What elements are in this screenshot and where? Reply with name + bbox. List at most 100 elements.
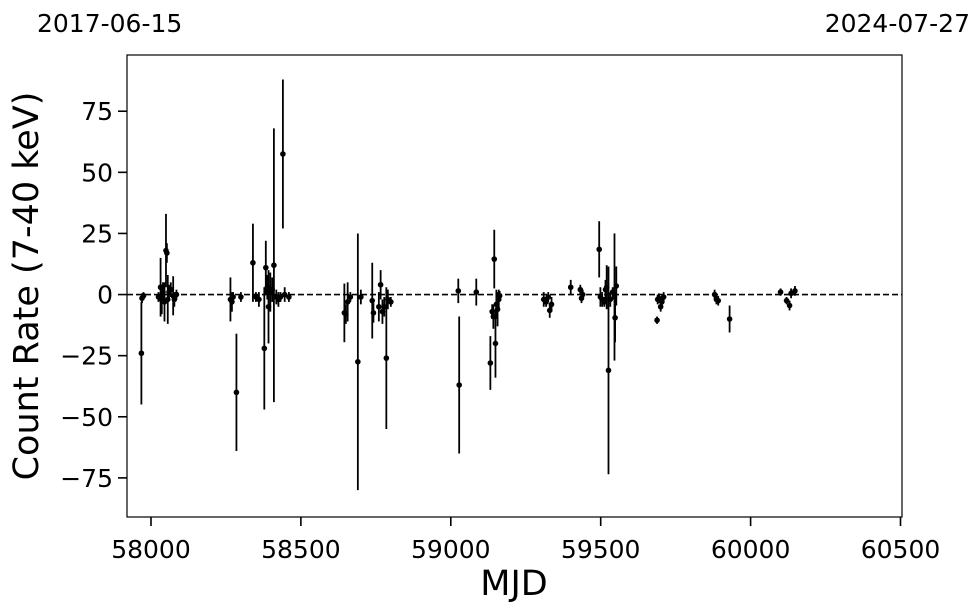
y-tick-label: 25 (81, 219, 113, 248)
data-point (358, 294, 364, 300)
data-point (264, 284, 271, 291)
plot-area (126, 54, 903, 518)
data-point (792, 288, 798, 294)
data-point (138, 350, 145, 357)
x-tick-label: 58000 (111, 535, 191, 564)
data-point (491, 256, 498, 262)
data-point (456, 382, 462, 388)
data-point (493, 301, 500, 308)
x-axis: 58000 58500 59000 59500 60000 60500 (111, 517, 940, 564)
data-point (344, 299, 351, 305)
data-point (233, 389, 240, 396)
data-point (777, 289, 784, 295)
data-point (261, 345, 268, 352)
data-point (601, 299, 608, 305)
data-point (370, 310, 377, 316)
data-point (654, 317, 660, 324)
data-point (164, 296, 171, 303)
data-point (383, 355, 390, 361)
data-point (607, 296, 614, 303)
data-point (140, 292, 147, 299)
data-point (603, 284, 610, 291)
x-tick-label: 58500 (261, 535, 341, 564)
data-point (489, 308, 495, 315)
top-left-date-label: 2017-06-15 (37, 9, 182, 38)
data-point (269, 286, 275, 293)
data-point (487, 360, 494, 366)
data-point (286, 294, 292, 300)
data-point (455, 288, 462, 294)
y-tick-label: 0 (97, 281, 113, 310)
data-point (160, 289, 166, 295)
data-point (281, 291, 288, 298)
data-point (343, 311, 349, 317)
data-point (657, 303, 664, 310)
data-point (783, 297, 790, 304)
data-point (612, 314, 618, 321)
data-point (229, 299, 235, 305)
y-tick-label: −50 (60, 403, 113, 432)
data-point (250, 259, 256, 266)
data-point (355, 358, 361, 365)
data-point (277, 294, 284, 300)
x-tick-label: 59500 (561, 535, 641, 564)
data-point (711, 291, 718, 298)
data-point (381, 303, 388, 310)
data-point (726, 316, 733, 322)
x-tick-label: 60500 (861, 535, 941, 564)
data-point (577, 286, 584, 293)
data-point (238, 294, 244, 300)
data-point (271, 262, 277, 269)
data-point (473, 289, 480, 295)
data-point (280, 151, 286, 157)
data-point (167, 286, 174, 293)
data-point (492, 340, 499, 347)
data-point (605, 367, 612, 374)
data-points (138, 151, 798, 396)
data-point (613, 283, 620, 289)
data-point (596, 246, 602, 253)
data-point (157, 284, 164, 291)
y-tick-label: 75 (81, 97, 113, 126)
data-point (377, 281, 384, 288)
data-point (230, 294, 236, 300)
y-tick-label: −25 (60, 342, 113, 371)
plot-frame (126, 54, 903, 518)
data-point (376, 303, 382, 310)
data-point (567, 284, 574, 291)
data-point (660, 294, 667, 300)
data-point (171, 296, 178, 303)
data-point (659, 299, 665, 305)
y-axis-title: Count Rate (7-40 keV) (7, 92, 47, 481)
x-tick-label: 59000 (411, 535, 491, 564)
data-point (263, 264, 269, 271)
data-point (579, 291, 586, 298)
data-point (786, 302, 793, 309)
data-point (496, 292, 503, 299)
data-point (164, 250, 170, 256)
data-point (546, 307, 553, 314)
data-point (494, 306, 501, 313)
data-point (543, 299, 549, 305)
data-point (369, 297, 376, 304)
y-axis: −75 −50 −25 0 25 50 75 (60, 97, 127, 493)
data-point (545, 294, 552, 300)
data-point (265, 303, 272, 310)
data-point (379, 308, 386, 315)
data-point (609, 289, 616, 295)
data-point (256, 296, 262, 303)
y-tick-label: 50 (81, 158, 113, 187)
data-point (173, 291, 180, 298)
data-point (548, 301, 555, 308)
data-point (490, 313, 497, 320)
data-point (347, 294, 354, 300)
data-point (715, 297, 722, 304)
x-tick-label: 60000 (711, 535, 791, 564)
data-point (388, 299, 394, 305)
y-tick-label: −75 (60, 464, 113, 493)
error-bars (140, 79, 796, 491)
top-right-date-label: 2024-07-27 (825, 9, 970, 38)
x-axis-title: MJD (480, 564, 547, 604)
data-point (611, 294, 618, 300)
